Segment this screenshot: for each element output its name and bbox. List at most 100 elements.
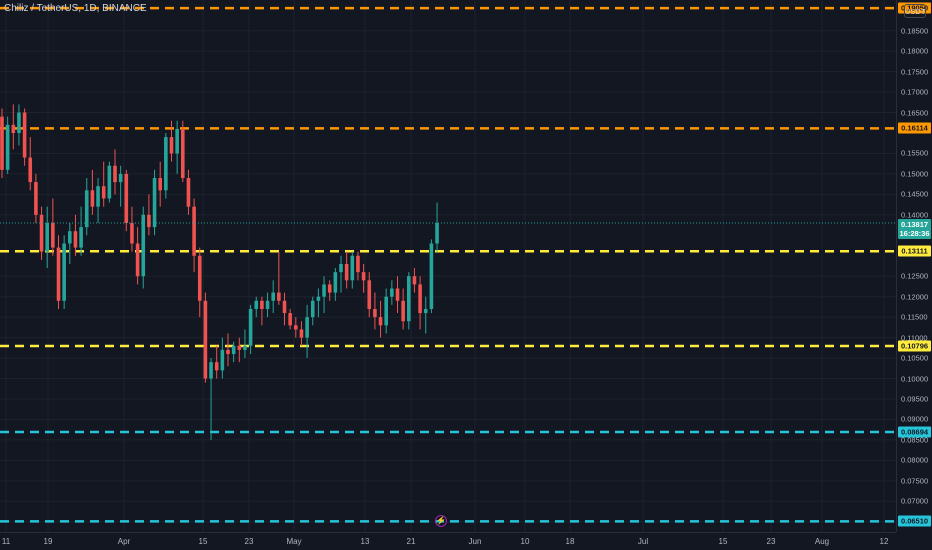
candle — [51, 198, 55, 256]
candle-body — [356, 255, 360, 273]
price-tick: 0.18500 — [901, 26, 929, 36]
candle — [310, 296, 315, 326]
candle-body — [260, 300, 264, 309]
candle — [107, 161, 112, 203]
candle — [294, 317, 298, 338]
level-price-label: 0.16114 — [898, 122, 931, 134]
candle-body — [17, 112, 21, 133]
candle — [361, 263, 366, 293]
candle-body — [435, 223, 439, 244]
price-tick: 0.11000 — [901, 333, 928, 343]
candle — [339, 255, 343, 293]
candle-body — [51, 223, 55, 248]
candle-body — [401, 300, 405, 322]
candle-body — [147, 214, 151, 228]
candle — [429, 239, 434, 314]
candle-body — [288, 313, 292, 326]
candle-body — [395, 288, 400, 301]
candle-body — [310, 300, 315, 318]
candle — [356, 251, 360, 281]
candle — [5, 116, 10, 174]
candle-body — [5, 124, 10, 170]
candle — [271, 280, 275, 314]
price-scale[interactable]: 0.18500 0.18000 0.17500 0.17000 0.16500 0.155… — [896, 0, 932, 532]
candle-body — [73, 231, 78, 248]
candle — [84, 178, 89, 236]
candle-body — [90, 190, 95, 207]
price-tick: 0.17000 — [901, 87, 929, 97]
candle-body — [152, 178, 157, 228]
candlestick-chart[interactable] — [0, 0, 896, 532]
candle — [322, 276, 326, 314]
time-scale[interactable]: 11 19 Apr 15 23 May 13 21 Jun 10 18 Jul 15 23 Aug 12 — [0, 532, 896, 550]
candle-body — [316, 296, 321, 301]
candle — [101, 161, 106, 207]
candle — [141, 206, 146, 289]
candle-body — [237, 345, 242, 350]
grid-lines — [0, 0, 896, 532]
candle-body — [130, 223, 134, 244]
time-tick: 12 — [879, 537, 889, 546]
candle-body — [181, 128, 185, 179]
candle-body — [124, 173, 129, 224]
candle — [169, 120, 174, 162]
candle — [226, 333, 230, 367]
candle — [22, 108, 27, 166]
candle-body — [339, 263, 343, 273]
candle-body — [423, 308, 428, 314]
candle — [248, 304, 253, 354]
candle — [390, 280, 394, 305]
candle — [384, 288, 388, 334]
time-tick: 19 — [43, 537, 53, 546]
candle-body — [135, 243, 140, 277]
candle-body — [158, 178, 162, 191]
candle — [186, 169, 191, 215]
candle — [118, 165, 123, 207]
currency-button[interactable]: USDT — [904, 4, 926, 18]
candle-body — [378, 317, 383, 326]
candle-body — [407, 276, 411, 322]
candle-body — [84, 190, 89, 228]
candle — [28, 137, 33, 191]
candle-body — [39, 214, 44, 252]
candle — [130, 206, 134, 252]
candle — [90, 169, 95, 215]
level-price-label: 0.19050 — [898, 2, 931, 14]
candle — [79, 206, 83, 256]
candle — [192, 198, 196, 273]
horizontal-levels[interactable] — [0, 6, 896, 523]
candle — [254, 296, 259, 318]
candle-body — [282, 300, 287, 314]
time-tick: 23 — [244, 537, 254, 546]
candle-body — [209, 362, 213, 379]
candle-body — [418, 284, 422, 314]
candle-body — [101, 186, 106, 199]
candle-body — [243, 345, 247, 350]
candle — [56, 235, 61, 309]
price-tick: 0.10000 — [901, 374, 929, 384]
lightning-icon[interactable]: ⚡ — [435, 515, 447, 527]
time-tick: 18 — [565, 537, 575, 546]
candle — [0, 108, 4, 179]
candle-body — [96, 186, 100, 207]
candle-body — [192, 206, 196, 256]
time-tick: 15 — [718, 537, 728, 546]
current-price-value: 0.13817 — [900, 220, 929, 230]
time-tick: 13 — [360, 537, 370, 546]
level-price-label: 0.10796 — [898, 340, 931, 352]
level-price-label: 0.13111 — [898, 245, 931, 257]
candle — [435, 202, 439, 252]
candle-body — [175, 128, 179, 154]
time-tick: Jun — [468, 537, 482, 546]
candle — [288, 308, 292, 330]
time-tick: Jul — [637, 537, 649, 546]
candle-body — [248, 308, 253, 346]
candle-body — [68, 231, 72, 244]
chart-pane[interactable]: Chiliz / TetherUS, 1D, BINANCE ⚡ — [0, 0, 896, 532]
candle — [34, 173, 38, 224]
candle-body — [390, 288, 394, 297]
candle — [68, 223, 72, 264]
candle — [203, 292, 208, 383]
candle-body — [34, 182, 38, 215]
candle — [209, 358, 213, 440]
